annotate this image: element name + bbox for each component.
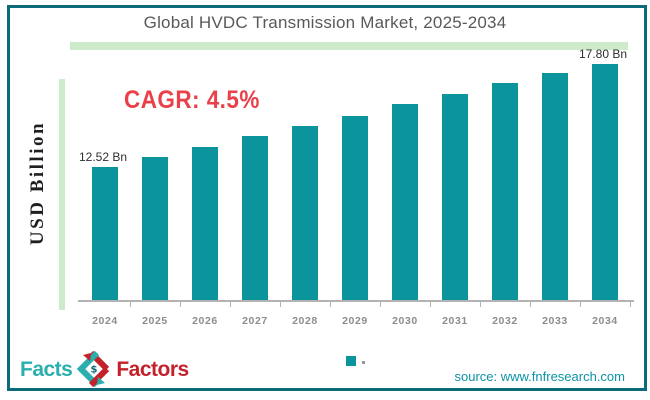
svg-text:$: $: [91, 365, 98, 376]
x-axis-tick: [530, 302, 531, 307]
bar-2031: [442, 93, 468, 300]
left-accent-strip: [59, 79, 65, 310]
x-axis-line: [78, 300, 634, 302]
facts-factors-logo-icon: $: [77, 350, 110, 388]
legend-label-dot: [362, 361, 365, 364]
x-axis-label-2025: 2025: [142, 315, 168, 327]
x-axis-tick: [580, 302, 581, 307]
x-axis-label-2028: 2028: [292, 315, 318, 327]
x-axis-tick: [130, 302, 131, 307]
x-axis-label-2029: 2029: [342, 315, 368, 327]
x-axis-label-2026: 2026: [192, 315, 218, 327]
x-axis-tick: [180, 302, 181, 307]
x-axis-label-2032: 2032: [492, 315, 518, 327]
bar-2025: [142, 157, 168, 300]
x-axis-labels: 2024 2025 2026 2027 2028 2029 2030 2031 2032 2033…: [78, 315, 634, 331]
x-axis-label-2030: 2030: [392, 315, 418, 327]
value-label-2034: 17.80 Bn: [578, 47, 628, 61]
x-axis-tick: [330, 302, 331, 307]
x-axis-tick: [430, 302, 431, 307]
facts-factors-logo: Facts $ Factors: [20, 350, 189, 390]
x-axis-tick: [230, 302, 231, 307]
bar-chart-plot-area: 12.52 Bn 17.80 Bn: [78, 47, 634, 300]
x-axis-tick: [480, 302, 481, 307]
value-label-2024: 12.52 Bn: [78, 150, 128, 164]
source-link[interactable]: source: www.fnfresearch.com: [454, 369, 625, 384]
x-axis-tick: [380, 302, 381, 307]
x-axis-label-2024: 2024: [92, 315, 118, 327]
bar-2032: [492, 83, 518, 300]
bar-2033: [542, 72, 568, 300]
title-underline-bar: [70, 42, 628, 50]
x-axis-label-2033: 2033: [542, 315, 568, 327]
bar-2024: [92, 167, 118, 300]
chart-title: Global HVDC Transmission Market, 2025-20…: [143, 13, 507, 32]
bar-2028: [292, 126, 318, 300]
x-axis-tick: [280, 302, 281, 307]
x-axis-label-2027: 2027: [242, 315, 268, 327]
y-axis-label: USD Billion: [27, 120, 48, 246]
logo-text-factors: Factors: [116, 358, 189, 381]
bar-2027: [242, 136, 268, 300]
x-axis-tick: [630, 302, 631, 307]
x-axis-label-2031: 2031: [442, 315, 468, 327]
bar-2029: [342, 115, 368, 300]
bar-2034: [592, 64, 618, 300]
bar-2030: [392, 104, 418, 300]
logo-text-facts: Facts: [20, 358, 73, 381]
cagr-annotation: CAGR: 4.5%: [124, 86, 260, 114]
x-axis-label-2034: 2034: [592, 315, 618, 327]
bar-2026: [192, 146, 218, 300]
x-axis-ticks: [78, 302, 634, 308]
legend-marker-swatch: [346, 356, 356, 366]
